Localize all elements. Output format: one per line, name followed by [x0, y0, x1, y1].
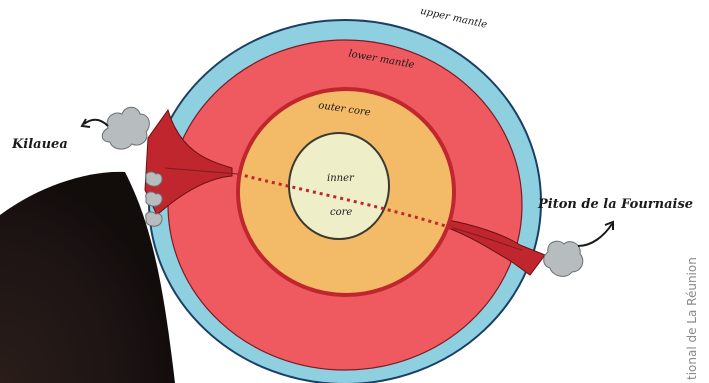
- piton-arrow-icon: [577, 223, 613, 247]
- inner-core-label-line2: core: [330, 207, 352, 218]
- inner-core-layer: [288, 132, 390, 240]
- piton-arrowhead-icon: [604, 220, 614, 230]
- volcano-vent-icon: [145, 171, 163, 187]
- upper-mantle-label: upper mantle: [419, 6, 488, 31]
- crack-line: [451, 227, 523, 251]
- kilauea-plume: [144, 108, 233, 216]
- piton-label: Piton de la Fournaise: [537, 197, 693, 212]
- photo-credit: tional de La Réunion: [685, 257, 699, 380]
- kilauea-arrow-icon: [83, 118, 109, 127]
- kilauea-arrowhead-icon: [80, 118, 91, 128]
- volcano-vent-icon: [145, 211, 163, 227]
- kilauea-label: Kilauea: [11, 137, 68, 152]
- background-photo-corner: [0, 171, 175, 383]
- piton-volcano-icon: [543, 240, 584, 277]
- crack-line: [164, 167, 239, 175]
- volcano-vent-icon: [145, 191, 163, 207]
- kilauea-volcano-icon: [101, 106, 150, 150]
- dotted-axis-line: [237, 172, 453, 230]
- inner-core-label-line1: inner: [327, 173, 355, 184]
